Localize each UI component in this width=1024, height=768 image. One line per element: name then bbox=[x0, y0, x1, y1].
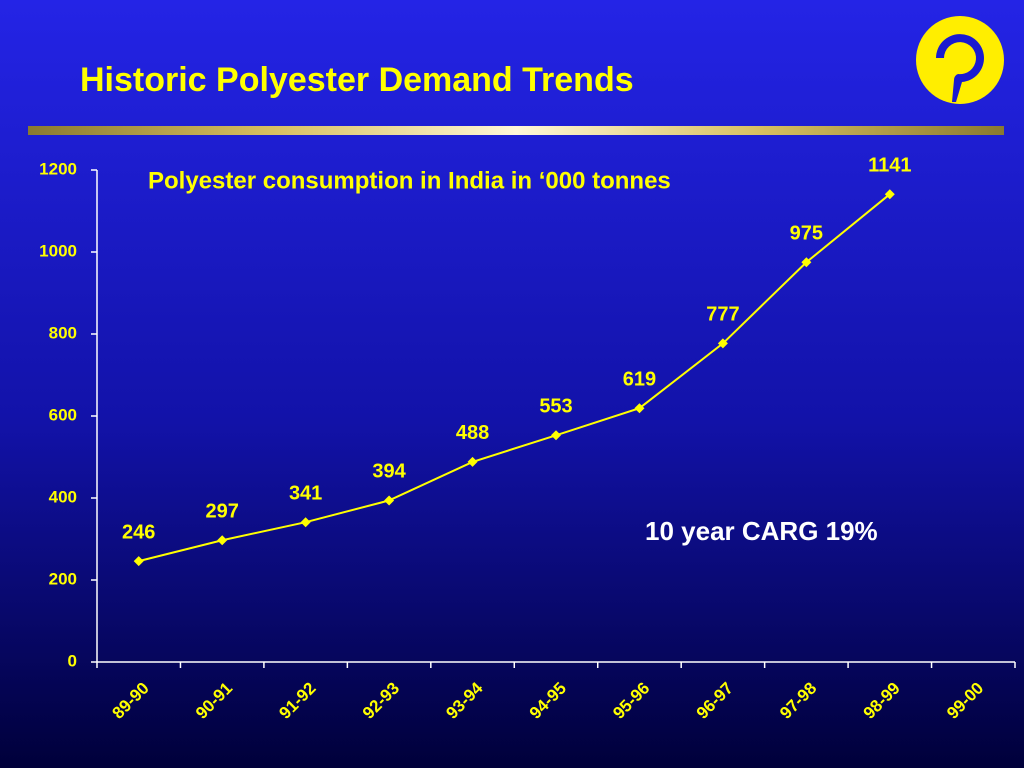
data-label: 246 bbox=[122, 521, 155, 543]
y-tick-label: 600 bbox=[49, 405, 77, 424]
y-tick-label: 200 bbox=[49, 569, 77, 588]
marker bbox=[133, 556, 144, 567]
logo bbox=[916, 16, 1004, 104]
y-tick-label: 400 bbox=[49, 487, 77, 506]
data-label: 341 bbox=[289, 482, 322, 504]
y-tick-label: 1000 bbox=[39, 241, 77, 260]
data-label: 553 bbox=[539, 396, 572, 418]
marker bbox=[467, 456, 478, 467]
marker bbox=[384, 495, 395, 506]
y-tick-label: 1200 bbox=[39, 159, 77, 178]
chart-title: Historic Polyester Demand Trends bbox=[80, 61, 634, 99]
y-tick-label: 0 bbox=[68, 651, 77, 670]
line bbox=[138, 193, 891, 563]
data-label: 777 bbox=[706, 304, 739, 326]
marker bbox=[300, 517, 311, 528]
data-label: 619 bbox=[623, 368, 656, 390]
y-tick-label: 800 bbox=[49, 323, 77, 342]
data-label: 975 bbox=[790, 223, 823, 245]
marker bbox=[801, 257, 812, 268]
marker bbox=[634, 403, 645, 414]
marker bbox=[551, 430, 561, 441]
marker bbox=[217, 535, 228, 546]
header-rule bbox=[28, 126, 1004, 135]
data-label: 297 bbox=[205, 501, 238, 523]
data-label: 1141 bbox=[868, 154, 911, 176]
marker bbox=[717, 338, 728, 349]
annotation: 10 year CARG 19% bbox=[645, 516, 878, 546]
data-label: 394 bbox=[372, 461, 406, 483]
marker bbox=[884, 189, 895, 200]
data-label: 488 bbox=[456, 422, 489, 444]
chart-subtitle: Polyester consumption in India in ‘000 t… bbox=[148, 167, 671, 194]
